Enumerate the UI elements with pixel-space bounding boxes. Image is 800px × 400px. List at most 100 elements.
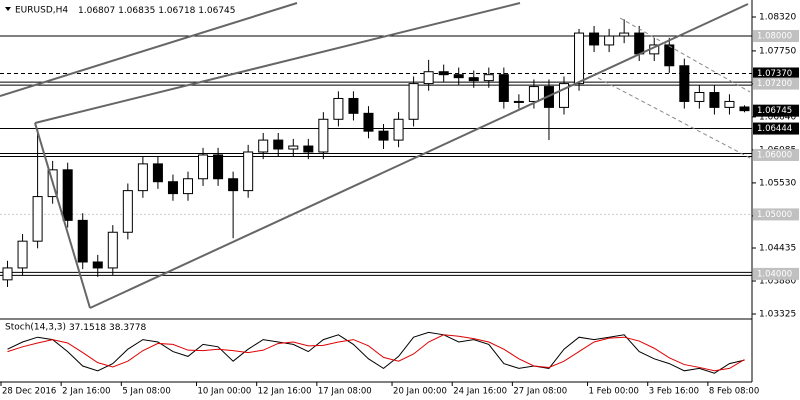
- candle-body: [92, 261, 103, 269]
- level-label: 1.06444: [757, 124, 792, 134]
- candle-body: [32, 196, 43, 242]
- header-value: 1.06745: [198, 6, 235, 16]
- y-tick-label: 1.08320: [759, 13, 796, 23]
- header-value: 1.06835: [118, 6, 155, 16]
- y-tick-label: 1.06640: [759, 112, 796, 122]
- stoch-panel: [7, 331, 745, 374]
- candle-body: [243, 151, 254, 192]
- y-tick-label: 1.03325: [759, 310, 796, 320]
- candle-body: [318, 118, 329, 153]
- symbol: EURUSD,H4: [15, 6, 68, 16]
- level-label-box: [753, 267, 799, 280]
- stoch-line: [7, 334, 745, 372]
- candle-body: [182, 178, 194, 195]
- x-tick-label: 27 Jan 08:00: [513, 387, 567, 397]
- level-label-box: [753, 67, 799, 80]
- price-panel: 1.083201.077501.071951.066401.060851.055…: [0, 13, 799, 320]
- x-tick-label: 17 Jan 08:00: [318, 387, 372, 397]
- header-value: 1.06718: [158, 6, 195, 16]
- channel-line: [619, 17, 751, 93]
- level-label: 1.05000: [757, 210, 792, 220]
- stoch-line: [7, 331, 745, 374]
- channel-line: [34, 122, 91, 309]
- level-label-box: [753, 208, 799, 221]
- level-label: 1.07200: [757, 79, 792, 89]
- candle-body: [709, 92, 720, 108]
- channel-line: [597, 77, 751, 159]
- candle-body: [258, 139, 269, 153]
- candle-body: [363, 112, 374, 132]
- x-tick-label: 10 Jan 00:00: [198, 387, 252, 397]
- level-label-box: [753, 104, 799, 117]
- candle-body: [694, 92, 705, 102]
- candle-body: [77, 219, 88, 263]
- level-label: 1.07370: [757, 69, 792, 79]
- candle-body: [739, 106, 750, 112]
- x-tick-label: 28 Dec 2016: [2, 387, 56, 397]
- stoch-title: Stoch(14,3,3) 37.1518 38.3778: [5, 323, 147, 333]
- candle-body: [574, 32, 585, 85]
- candle-body: [604, 35, 615, 46]
- candle-body: [408, 83, 419, 120]
- candle-body: [634, 32, 645, 55]
- level-label-box: [753, 77, 799, 90]
- x-tick-label: 5 Jan 08:00: [122, 387, 170, 397]
- candle-body: [724, 100, 735, 108]
- y-tick-label: 1.07750: [759, 46, 796, 56]
- candle-body: [438, 71, 449, 76]
- level-label: 1.06000: [757, 150, 792, 160]
- candle-body: [137, 163, 148, 192]
- header-value: 1.06807: [78, 6, 115, 16]
- dashed-channel: [597, 17, 751, 159]
- candle-body: [498, 74, 509, 102]
- candle-body: [679, 65, 690, 102]
- x-tick-label: 2 Jan 16:00: [62, 387, 110, 397]
- candle-body: [528, 86, 539, 102]
- y-tick-label: 1.03880: [759, 277, 796, 287]
- candle-body: [483, 74, 494, 82]
- channel-line: [0, 2, 298, 97]
- channel-line: [89, 3, 749, 309]
- candle-body: [122, 190, 133, 233]
- y-tick-label: 1.04435: [759, 244, 796, 254]
- candle-body: [273, 139, 284, 150]
- x-tick-label: 20 Jan 00:00: [393, 387, 447, 397]
- candle-body: [558, 83, 570, 108]
- candle-body: [423, 71, 434, 85]
- candle-body: [2, 267, 13, 281]
- candle-body: [107, 231, 118, 269]
- level-label-box: [753, 148, 799, 161]
- level-label-box: [753, 122, 799, 135]
- candle-body: [228, 178, 239, 192]
- candle-body: [333, 97, 344, 120]
- candle-body: [468, 77, 479, 82]
- candle-body: [453, 74, 464, 79]
- channel-line: [34, 2, 521, 124]
- candle-body: [303, 145, 314, 153]
- header-ohlc: 1.06807 1.06835 1.06718 1.06745: [78, 6, 236, 16]
- menu-arrow[interactable]: [5, 7, 11, 11]
- candle-body: [152, 163, 163, 183]
- level-label: 1.04000: [757, 269, 792, 279]
- stoch-value: 38.3778: [109, 323, 146, 333]
- candle-body: [664, 44, 675, 67]
- x-tick-label: 1 Feb 00:00: [589, 387, 639, 397]
- candle-body: [62, 169, 73, 221]
- candle-body: [167, 181, 178, 195]
- stoch-value: 37.1518: [69, 323, 106, 333]
- channel-lines: [0, 2, 749, 309]
- x-tick-label: 3 Feb 16:00: [649, 387, 699, 397]
- candle-body: [513, 100, 524, 103]
- candle-body: [589, 32, 600, 46]
- x-tick-label: 8 Feb 08:00: [709, 387, 759, 397]
- level-label: 1.08000: [757, 32, 792, 42]
- candle-body: [17, 240, 28, 269]
- candle-body: [288, 145, 299, 150]
- candle-body: [619, 32, 630, 37]
- candle-body: [213, 154, 224, 180]
- candle-body: [348, 97, 359, 114]
- level-label: 1.06745: [757, 106, 792, 116]
- candle-body: [198, 154, 209, 180]
